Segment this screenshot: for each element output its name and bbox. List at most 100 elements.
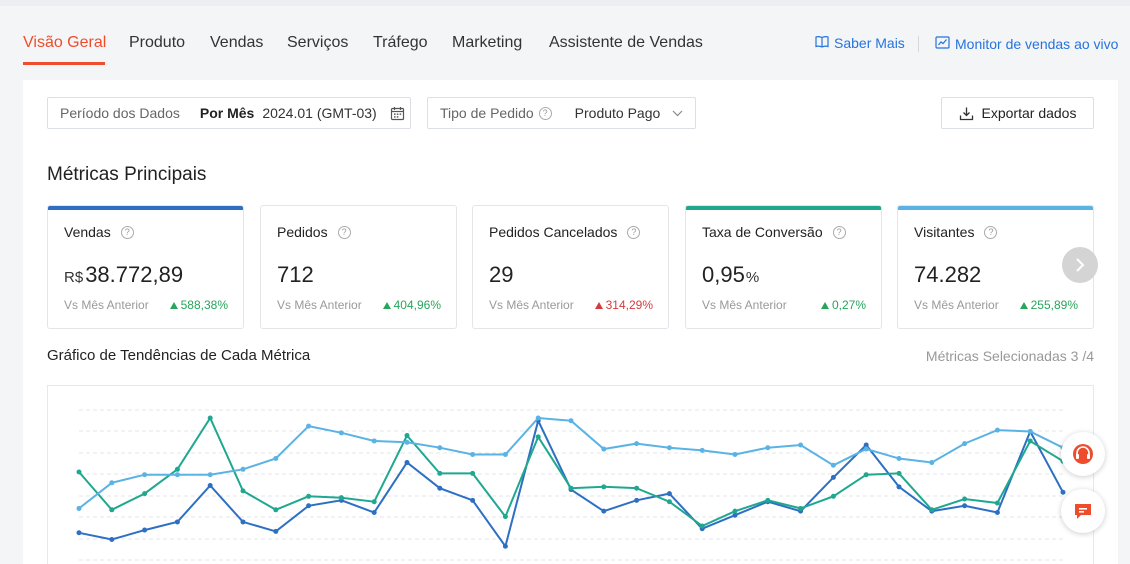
- data-point[interactable]: [502, 451, 508, 457]
- data-point[interactable]: [174, 519, 180, 525]
- data-point[interactable]: [240, 488, 246, 494]
- tab-servicos[interactable]: Serviços: [287, 34, 349, 51]
- data-point[interactable]: [109, 507, 115, 513]
- data-point[interactable]: [404, 439, 410, 445]
- data-point[interactable]: [601, 446, 607, 452]
- data-point[interactable]: [470, 497, 476, 503]
- data-point[interactable]: [273, 507, 279, 513]
- tab-assistente-de-vendas[interactable]: Assistente de Vendas: [549, 34, 703, 51]
- data-point[interactable]: [634, 485, 640, 491]
- data-point[interactable]: [765, 497, 771, 503]
- data-point[interactable]: [568, 418, 574, 424]
- data-point[interactable]: [1027, 438, 1033, 444]
- data-point[interactable]: [732, 451, 738, 457]
- data-point[interactable]: [666, 445, 672, 451]
- data-point[interactable]: [798, 442, 804, 448]
- help-icon[interactable]: ?: [984, 225, 998, 239]
- carousel-next-button[interactable]: [1062, 247, 1098, 283]
- data-point[interactable]: [994, 510, 1000, 515]
- data-point[interactable]: [1060, 489, 1066, 495]
- data-point[interactable]: [863, 446, 869, 452]
- data-point[interactable]: [371, 510, 377, 515]
- data-point[interactable]: [109, 480, 115, 486]
- data-point[interactable]: [404, 460, 410, 466]
- data-point[interactable]: [338, 495, 344, 501]
- data-point[interactable]: [896, 456, 902, 461]
- data-point[interactable]: [142, 472, 148, 478]
- data-point[interactable]: [634, 497, 640, 503]
- data-point[interactable]: [240, 519, 246, 525]
- order-type-filter[interactable]: Tipo de Pedido ? Produto Pago: [427, 97, 696, 129]
- export-data-button[interactable]: Exportar dados: [941, 97, 1094, 129]
- data-point[interactable]: [601, 484, 607, 490]
- metric-card-conversion-rate[interactable]: Taxa de Conversão? 0,95% Vs Mês Anterior…: [685, 205, 882, 329]
- data-point[interactable]: [174, 472, 180, 478]
- data-point[interactable]: [830, 474, 836, 480]
- tab-marketing[interactable]: Marketing: [452, 34, 523, 51]
- data-point[interactable]: [994, 500, 1000, 506]
- data-point[interactable]: [207, 483, 213, 488]
- data-point[interactable]: [338, 430, 344, 436]
- data-point[interactable]: [830, 493, 836, 499]
- data-point[interactable]: [568, 485, 574, 491]
- data-point[interactable]: [240, 466, 246, 472]
- data-point[interactable]: [732, 508, 738, 514]
- data-point[interactable]: [929, 460, 935, 466]
- data-point[interactable]: [306, 503, 312, 509]
- data-point[interactable]: [142, 527, 148, 533]
- help-icon[interactable]: ?: [538, 106, 552, 120]
- data-point[interactable]: [732, 512, 738, 518]
- tab-visao-geral[interactable]: Visão Geral: [23, 34, 107, 51]
- data-point[interactable]: [207, 415, 213, 421]
- data-point[interactable]: [765, 445, 771, 451]
- data-point[interactable]: [470, 451, 476, 457]
- data-point[interactable]: [863, 442, 869, 448]
- help-icon[interactable]: ?: [832, 225, 846, 239]
- data-point[interactable]: [470, 470, 476, 476]
- metric-card-visitors[interactable]: Visitantes? 74.282 Vs Mês Anterior 255,8…: [897, 205, 1094, 329]
- data-point[interactable]: [437, 470, 443, 476]
- metric-card-cancelled-orders[interactable]: Pedidos Cancelados? 29 Vs Mês Anterior 3…: [472, 205, 669, 329]
- data-point[interactable]: [896, 470, 902, 476]
- data-point[interactable]: [306, 423, 312, 429]
- data-point[interactable]: [174, 466, 180, 472]
- data-point[interactable]: [535, 434, 541, 440]
- data-point[interactable]: [437, 485, 443, 491]
- data-point[interactable]: [1027, 429, 1033, 434]
- data-point[interactable]: [798, 505, 804, 511]
- data-point[interactable]: [863, 472, 869, 478]
- tab-produto[interactable]: Produto: [129, 34, 186, 51]
- data-point[interactable]: [962, 496, 968, 502]
- metric-card-sales[interactable]: Vendas? R$38.772,89 Vs Mês Anterior 588,…: [47, 205, 244, 329]
- tab-trafego[interactable]: Tráfego: [373, 34, 428, 51]
- data-point[interactable]: [109, 537, 115, 542]
- data-point[interactable]: [371, 499, 377, 505]
- help-icon[interactable]: ?: [120, 225, 134, 239]
- learn-more-link[interactable]: Saber Mais: [815, 35, 905, 51]
- data-point[interactable]: [699, 447, 705, 453]
- data-point[interactable]: [306, 493, 312, 499]
- data-point[interactable]: [207, 472, 213, 478]
- data-point[interactable]: [666, 499, 672, 505]
- data-point[interactable]: [76, 530, 82, 536]
- help-icon[interactable]: ?: [627, 225, 641, 239]
- data-point[interactable]: [896, 484, 902, 490]
- data-point[interactable]: [535, 415, 541, 421]
- data-point[interactable]: [371, 438, 377, 444]
- data-point[interactable]: [962, 441, 968, 447]
- data-point[interactable]: [76, 505, 82, 511]
- data-point[interactable]: [502, 543, 508, 549]
- data-point[interactable]: [601, 508, 607, 514]
- data-point[interactable]: [699, 523, 705, 529]
- live-monitor-link[interactable]: Monitor de vendas ao vivo: [935, 35, 1118, 52]
- data-point[interactable]: [76, 469, 82, 475]
- data-point[interactable]: [273, 528, 279, 534]
- data-point[interactable]: [142, 491, 148, 497]
- support-chat-button[interactable]: [1061, 432, 1105, 476]
- message-button[interactable]: [1061, 489, 1105, 533]
- metric-card-orders[interactable]: Pedidos? 712 Vs Mês Anterior 404,96%: [260, 205, 457, 329]
- data-point[interactable]: [929, 507, 935, 513]
- data-point[interactable]: [962, 503, 968, 509]
- data-point[interactable]: [994, 427, 1000, 433]
- tab-vendas[interactable]: Vendas: [210, 34, 264, 51]
